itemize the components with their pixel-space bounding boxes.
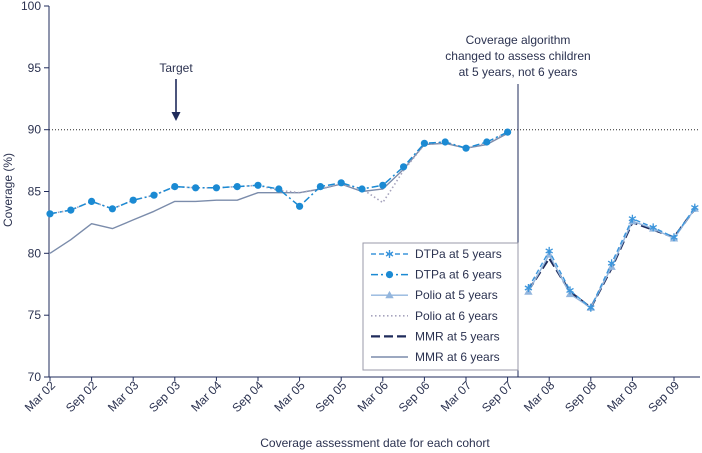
legend-marker-dtpa-at-5-years (385, 250, 394, 258)
y-tick-label: 100 (21, 0, 41, 13)
target-label: Target (159, 61, 193, 75)
point-dtpa-at-6-years (441, 138, 449, 146)
point-dtpa-at-6-years (400, 163, 408, 171)
target-arrow-head (171, 112, 181, 121)
point-dtpa-at-5-years (545, 246, 554, 255)
point-dtpa-at-5-years (670, 233, 678, 242)
point-dtpa-at-6-years (171, 183, 179, 191)
point-dtpa-at-5-years (649, 223, 658, 232)
x-tick-label: Mar 05 (271, 378, 308, 415)
x-tick-label: Sep 03 (146, 378, 183, 415)
legend-box (362, 242, 519, 371)
point-dtpa-at-5-years (607, 259, 616, 268)
x-tick-label: Sep 04 (229, 378, 266, 415)
point-dtpa-at-5-years (690, 203, 699, 212)
x-tick-label: Mar 06 (355, 378, 392, 415)
y-tick-label: 70 (28, 370, 42, 384)
x-axis-title: Coverage assessment date for each cohort (260, 436, 490, 450)
y-axis-title: Coverage (%) (1, 153, 15, 227)
legend-marker-dtpa-at-6-years (385, 271, 394, 279)
y-tick-label: 85 (28, 185, 42, 199)
point-dtpa-at-6-years (483, 138, 491, 146)
series-layer (46, 128, 699, 312)
point-dtpa-at-6-years (254, 181, 262, 189)
point-dtpa-at-6-years (504, 128, 512, 136)
point-dtpa-at-5-years (524, 284, 533, 292)
legend: DTPa at 5 years DTPa at 6 years Polio at 5… (362, 242, 519, 371)
point-dtpa-at-5-years (566, 286, 574, 295)
annotation-line: Coverage algorithm (466, 33, 571, 47)
y-tick-label: 90 (28, 123, 42, 137)
x-tick-label: Sep 06 (396, 378, 433, 415)
point-dtpa-at-5-years (628, 214, 637, 223)
legend-label-mmr-at-5-years: MMR at 5 years (415, 329, 500, 343)
annotation-line: changed to assess children (445, 49, 590, 63)
series-line-mmr-at-6-years (49, 132, 508, 254)
point-dtpa-at-6-years (296, 202, 304, 210)
legend-marker-polio-at-5-years (385, 290, 394, 299)
legend-label-dtpa-at-5-years: DTPa at 5 years (415, 247, 502, 261)
legend-label-polio-at-5-years: Polio at 5 years (415, 288, 498, 302)
point-dtpa-at-6-years (67, 206, 75, 214)
y-tick-label: 95 (28, 61, 42, 75)
x-tick-label: Mar 03 (105, 378, 142, 415)
legend-label-dtpa-at-6-years: DTPa at 6 years (415, 268, 502, 282)
point-dtpa-at-6-years (337, 179, 345, 187)
point-dtpa-at-6-years (379, 181, 387, 189)
point-dtpa-at-6-years (462, 144, 470, 152)
legend-label-mmr-at-6-years: MMR at 6 years (415, 350, 500, 364)
x-tick-label: Mar 04 (188, 378, 225, 415)
point-dtpa-at-6-years (88, 197, 96, 205)
y-tick-label: 75 (28, 308, 42, 322)
point-dtpa-at-6-years (275, 185, 283, 193)
point-dtpa-at-6-years (46, 210, 54, 218)
point-dtpa-at-6-years (108, 205, 116, 213)
point-dtpa-at-5-years (586, 303, 595, 312)
x-tick-label: Sep 05 (313, 378, 350, 415)
point-dtpa-at-6-years (212, 184, 220, 192)
x-tick-label: Sep 09 (645, 378, 682, 415)
x-tick-label: Sep 08 (562, 378, 599, 415)
y-tick-label: 80 (28, 246, 42, 260)
target-arrow (171, 79, 181, 121)
point-dtpa-at-6-years (420, 139, 428, 147)
point-dtpa-at-6-years (358, 185, 366, 193)
x-tick-label: Sep 07 (479, 378, 516, 415)
x-tick-label: Mar 09 (604, 378, 641, 415)
point-dtpa-at-6-years (129, 196, 137, 204)
x-tick-label: Mar 07 (438, 378, 475, 415)
point-dtpa-at-6-years (316, 183, 324, 191)
point-dtpa-at-6-years (233, 183, 241, 191)
point-dtpa-at-6-years (192, 184, 200, 192)
point-dtpa-at-6-years (150, 191, 158, 199)
x-tick-label: Sep 02 (63, 378, 100, 415)
x-tick-label: Mar 08 (521, 378, 558, 415)
annotation-line: at 5 years, not 6 years (459, 65, 578, 79)
legend-label-polio-at-6-years: Polio at 6 years (415, 309, 498, 323)
series-line-dtpa-at-5-years (527, 207, 696, 309)
